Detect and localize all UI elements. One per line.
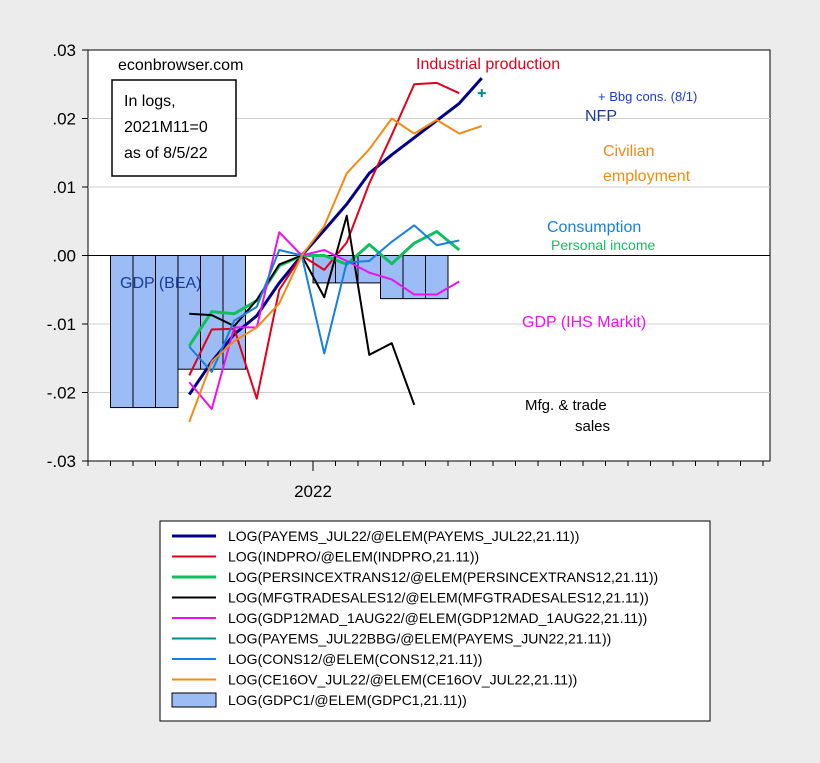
legend-item: LOG(PAYEMS_JUL22BBG/@ELEM(PAYEMS_JUN22,2…: [172, 631, 611, 647]
y-tick-label: .03: [52, 41, 76, 60]
label-industrial-production: Industrial production: [416, 56, 560, 73]
legend-item: LOG(PERSINCEXTRANS12/@ELEM(PERSINCEXTRAN…: [172, 569, 658, 585]
legend-item: LOG(MFGTRADESALES12/@ELEM(MFGTRADESALES1…: [172, 590, 649, 606]
legend-item: LOG(CONS12/@ELEM(CONS12,21.11)): [172, 651, 482, 667]
series-line-0: [188, 77, 483, 396]
label-consumption: Consumption: [547, 219, 641, 236]
label-mfg-trade: Mfg. & trade: [525, 397, 607, 414]
label-gdp-ihs: GDP (IHS Markit): [522, 314, 646, 331]
legend-item: LOG(INDPRO/@ELEM(INDPRO,21.11)): [172, 549, 479, 565]
note-box: [111, 79, 237, 177]
legend-label: LOG(CE16OV_JUL22/@ELEM(CE16OV_JUL22,21.1…: [228, 672, 577, 688]
series-point-5: [477, 89, 486, 98]
gdp-bar: [110, 255, 179, 409]
y-tick-label: -.02: [47, 384, 76, 403]
note-line-3: as of 8/5/22: [124, 145, 208, 162]
legend-item: LOG(GDP12MAD_1AUG22/@ELEM(GDP12MAD_1AUG2…: [172, 610, 647, 626]
legend-label: LOG(PAYEMS_JUL22/@ELEM(PAYEMS_JUL22,21.1…: [228, 528, 579, 544]
label-employment: employment: [603, 168, 691, 185]
x-axis: 2022: [87, 461, 764, 501]
gdp-bars: [110, 255, 449, 409]
y-axis: .03 .02 .01 .00 -.01 -.02 -.03: [47, 41, 88, 471]
label-gdp-bea: GDP (BEA): [120, 275, 202, 292]
legend-item: LOG(GDPC1/@ELEM(GDPC1,21.11)): [171, 692, 467, 708]
legend-item: LOG(PAYEMS_JUL22/@ELEM(PAYEMS_JUL22,21.1…: [172, 528, 579, 544]
series-line-2: [187, 230, 461, 347]
label-mfg-sales: sales: [575, 418, 610, 435]
label-personal-income: Personal income: [551, 237, 655, 253]
y-tick-label: .02: [52, 110, 76, 129]
legend-label: LOG(PAYEMS_JUL22BBG/@ELEM(PAYEMS_JUN22,2…: [228, 631, 611, 647]
series-lines: [187, 77, 486, 423]
y-tick-label: -.03: [47, 452, 76, 471]
note-line-2: 2021M11=0: [124, 119, 208, 136]
legend-item: LOG(CE16OV_JUL22/@ELEM(CE16OV_JUL22,21.1…: [172, 672, 577, 688]
note-line-1: In logs,: [124, 93, 176, 110]
series-line-6: [188, 224, 460, 373]
label-bbg-consensus: + Bbg cons. (8/1): [598, 89, 697, 104]
y-tick-label: .01: [52, 178, 76, 197]
series-line-7: [188, 117, 483, 423]
legend-items: LOG(PAYEMS_JUL22/@ELEM(PAYEMS_JUL22,21.1…: [171, 528, 658, 708]
legend-label: LOG(GDP12MAD_1AUG22/@ELEM(GDP12MAD_1AUG2…: [228, 610, 647, 626]
y-tick-label: .00: [52, 247, 76, 266]
x-tick-label: 2022: [294, 482, 332, 501]
legend-label: LOG(MFGTRADESALES12/@ELEM(MFGTRADESALES1…: [228, 590, 649, 606]
legend-label: LOG(CONS12/@ELEM(CONS12,21.11)): [228, 651, 482, 667]
label-nfp: NFP: [585, 108, 617, 125]
legend-label: LOG(PERSINCEXTRANS12/@ELEM(PERSINCEXTRAN…: [228, 569, 658, 585]
series-line-4: [188, 231, 460, 410]
label-civilian: Civilian: [603, 143, 655, 160]
y-tick-label: -.01: [47, 315, 76, 334]
legend-label: LOG(GDPC1/@ELEM(GDPC1,21.11)): [228, 692, 467, 708]
legend-label: LOG(INDPRO/@ELEM(INDPRO,21.11)): [228, 549, 479, 565]
legend: [159, 520, 711, 722]
site-label: econbrowser.com: [118, 57, 243, 74]
